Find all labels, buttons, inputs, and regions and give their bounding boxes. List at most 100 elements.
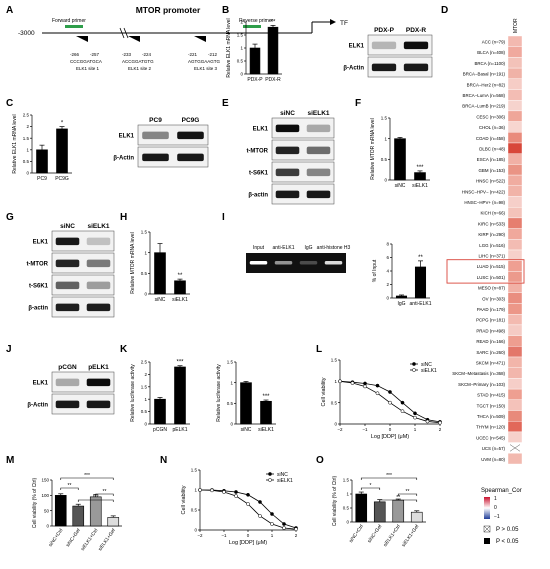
heatmap-cell: [507, 35, 523, 47]
x-tick-label: PC9G: [55, 176, 69, 182]
site-position: -233: [122, 52, 132, 57]
significance-bracket: [379, 499, 418, 502]
y-tick-label: 1.5: [23, 136, 30, 141]
y-tick-label: 0: [346, 520, 349, 525]
legend-label: siNC: [277, 472, 288, 478]
heatmap-cell: [507, 346, 523, 358]
y-tick-label: 2.5: [141, 360, 148, 365]
site-position: -257: [90, 52, 100, 57]
significance: **: [178, 273, 183, 279]
panel-label: B: [222, 5, 229, 16]
elk1-site-triangle: [194, 36, 206, 42]
significance-bracket: [397, 493, 418, 496]
x-tick-label: siELK1+Ctrl: [382, 524, 402, 548]
heatmap-cell: [507, 46, 523, 58]
heatmap-cell: [507, 110, 523, 122]
heatmap-row-label: LIHC (n=371): [479, 253, 506, 258]
y-tick-label: 2: [26, 124, 29, 129]
heatmap-row-label: THCA (n=509): [477, 414, 506, 419]
heatmap-column-label: MTOR: [513, 18, 519, 33]
x-axis-label: Log [DDP] (μM): [371, 434, 409, 440]
panel-label: M: [6, 455, 14, 466]
y-axis-label: Relative luciferase activity: [130, 364, 136, 422]
y-axis-label: Relative MTOR mRNA level: [130, 232, 136, 294]
heatmap-row-label: OV (n=303): [482, 296, 505, 301]
significance: ***: [84, 473, 90, 479]
heatmap-d: MTOR ACC (n=79) BLCA (n=408) BRCA (n=1100) B…: [446, 18, 525, 545]
reverse-primer-mark: [243, 25, 261, 28]
chart-b: 0 0.5 1 1.5 2 PDX-P PDX-R ** Relative ELK1 mRNA …: [226, 18, 282, 83]
data-point: [270, 512, 274, 516]
blot-row-label: β-Actin: [27, 403, 48, 409]
legend-p-high: P > 0.05: [496, 527, 519, 533]
heatmap-cell: [507, 142, 523, 154]
arrow-head-icon: [330, 19, 336, 25]
data-point: [246, 492, 250, 497]
blot-strip: [271, 139, 335, 161]
heatmap-cell: [507, 453, 523, 465]
heatmap-cell: [507, 132, 523, 144]
blot-band: [403, 63, 429, 72]
blot-strip: [271, 161, 335, 183]
x-tick-label: 2: [295, 533, 298, 538]
blot-strip: [271, 183, 335, 205]
blot-strip: [51, 296, 115, 318]
heatmap-cell: [507, 217, 523, 229]
data-point: [400, 400, 405, 405]
significance: ***: [93, 495, 99, 501]
bar: [240, 382, 252, 425]
data-point: [258, 514, 262, 518]
significance-bracket: [77, 499, 114, 502]
data-point: [258, 500, 262, 504]
bar: [249, 47, 261, 75]
blot-band: [86, 281, 111, 290]
blot-band: [177, 153, 204, 162]
y-axis-label: Relative MTOR mRNA level: [370, 118, 376, 180]
data-point: [425, 419, 430, 424]
panel-label: I: [222, 212, 225, 223]
y-tick-label: 0.5: [227, 401, 234, 406]
heatmap-cell: [507, 356, 523, 368]
significance: **: [103, 489, 107, 495]
blot-lane-label: PC9: [149, 117, 162, 124]
blot-band: [55, 378, 80, 387]
blot-row-label: β-Actin: [113, 156, 134, 162]
heatmap-cell: [507, 78, 523, 90]
legend-p-low: P < 0.05: [496, 539, 519, 545]
legend-label: siNC: [421, 362, 432, 368]
heatmap-row-label: SARC (n=260): [476, 350, 505, 355]
blot-strip: [51, 371, 115, 393]
blot-band: [275, 146, 300, 155]
y-tick-label: 100: [41, 493, 49, 498]
heatmap-row-label: HNSC−HPV− (n=422): [462, 189, 506, 194]
x-tick-label: siELK1+Ctrl: [80, 528, 100, 552]
heatmap-row-label: DLBC (n=48): [479, 146, 505, 151]
heatmap-row-label: READ (n=166): [476, 339, 505, 344]
site-position: -224: [142, 52, 152, 57]
bar: [355, 493, 368, 523]
heatmap-cell: [507, 421, 523, 433]
y-axis-label: Cell viability (% of Ctrl): [332, 476, 338, 527]
data-point: [388, 390, 392, 394]
data-point: [234, 490, 238, 494]
panel-label: D: [441, 5, 448, 16]
site-sequence: CCCGGATGCA: [70, 59, 102, 64]
heatmap-row-label: HNSC (n=522): [476, 179, 505, 184]
significance: *: [370, 483, 372, 489]
x-tick-label: siNC+Ctrl: [48, 528, 65, 548]
y-tick-label: 1.5: [141, 384, 148, 389]
heatmap-row-label: ACC (n=79): [482, 39, 506, 44]
heatmap-row-label: UVM (n=80): [481, 457, 505, 462]
panel-label: O: [316, 455, 324, 466]
heatmap-cell: [507, 271, 523, 283]
heatmap-cell: [507, 67, 523, 79]
panel-h: H 0 0.5 1 1.5 siNC siELK1 ** Relative MTOR mRNA…: [120, 212, 190, 303]
y-tick-label: 0.5: [237, 59, 244, 64]
significance: ***: [262, 394, 270, 400]
legend-tick: −1: [494, 514, 500, 520]
heatmap-row-label: THYM (n=120): [476, 425, 505, 430]
